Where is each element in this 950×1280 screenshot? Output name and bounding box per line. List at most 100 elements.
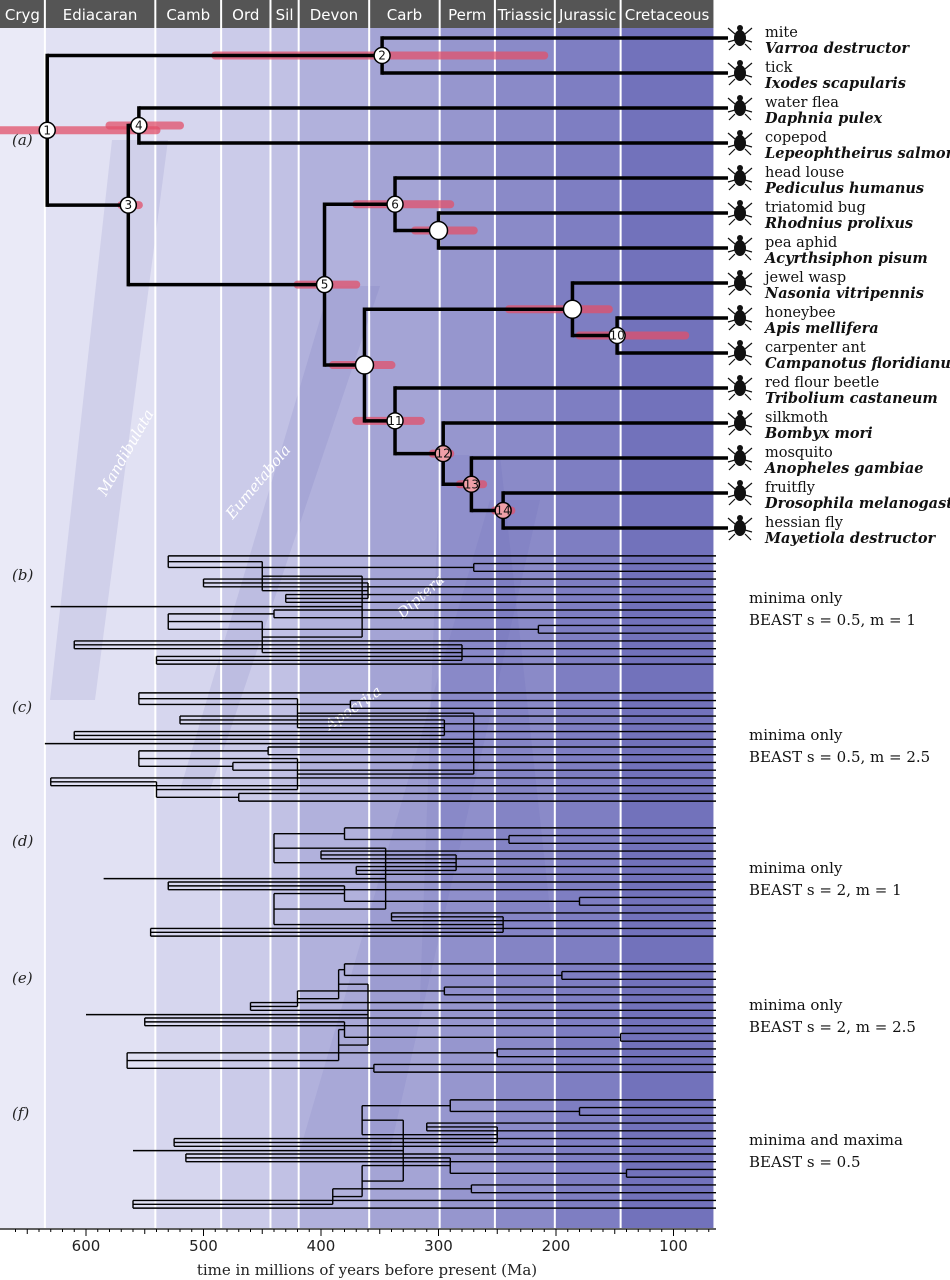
period-cell [221, 0, 271, 28]
period-bands [0, 28, 714, 1228]
axis-tick-label: 100 [659, 1237, 688, 1255]
tree-node [562, 299, 583, 319]
taxon-silhouette-icon [727, 200, 753, 226]
period-band [0, 28, 45, 1228]
axis-tick-label: 200 [542, 1237, 571, 1255]
period-header: Cryg Ediacaran Camb Ord Sil Devon Carb Perm Tria… [0, 0, 714, 28]
taxon-common-name: mite [765, 25, 798, 41]
period-cell [439, 0, 495, 28]
tree-node [428, 220, 449, 241]
taxon-common-name: copepod [765, 130, 827, 146]
period-label: Ediacaran [63, 6, 138, 24]
panel-letter: (f) [12, 1104, 29, 1122]
period-label: Cryg [5, 6, 40, 24]
node-number: 12 [436, 447, 451, 461]
period-cell [298, 0, 370, 28]
period-band [620, 28, 714, 1228]
panel-letter: (c) [12, 698, 32, 716]
taxon-species-name: Tribolium castaneum [765, 390, 938, 407]
period-cell [155, 0, 222, 28]
panel-caption-line1: minima only [749, 726, 843, 744]
period-cell [494, 0, 555, 28]
taxon-silhouette-icon [727, 305, 753, 331]
taxon-species-name: Campanotus floridianus [765, 355, 950, 372]
tree-node [373, 46, 391, 65]
node-number: 10 [609, 329, 624, 343]
taxon-silhouette-icon [727, 515, 753, 541]
panel-caption-line2: BEAST s = 2, m = 1 [749, 881, 902, 899]
tree-node [354, 355, 375, 375]
taxon-silhouette-icon [727, 25, 753, 51]
taxon-common-name: carpenter ant [765, 340, 866, 356]
node-number: 13 [464, 477, 479, 491]
period-cell [44, 0, 156, 28]
taxon-common-name: mosquito [765, 445, 833, 461]
taxon-species-name: Acyrthsiphon pisum [763, 250, 928, 267]
taxon-species-name: Bombyx mori [764, 425, 873, 442]
period-label: Camb [166, 6, 210, 24]
taxon-common-name: water flea [765, 95, 839, 111]
axis-tick-label: 500 [189, 1237, 218, 1255]
period-band [44, 28, 156, 1228]
tree-node [315, 275, 334, 294]
node-number: 11 [387, 414, 402, 428]
clade-wedge [50, 140, 168, 700]
axis-tick-label: 400 [307, 1237, 336, 1255]
taxon-silhouette-icon [727, 165, 753, 191]
period-band [270, 28, 299, 1228]
taxon-silhouette-icon [727, 235, 753, 261]
panel-caption-line2: BEAST s = 0.5, m = 1 [749, 611, 916, 629]
axis-tick-label: 300 [424, 1237, 453, 1255]
period-label: Triassic [497, 6, 553, 24]
taxon-common-name: head louse [765, 165, 844, 181]
node-number: 6 [391, 197, 399, 211]
period-label: Jurassic [558, 6, 616, 24]
taxon-species-name: Anopheles gambiae [763, 460, 923, 477]
period-cell [620, 0, 714, 28]
panel-letter: (e) [12, 969, 33, 987]
panel-caption-line1: minima and maxima [749, 1131, 903, 1149]
node-number: 14 [495, 504, 510, 518]
clade-wedge [300, 500, 540, 1150]
clade-wedge [420, 455, 560, 1000]
tree-node [386, 412, 404, 430]
taxon-common-name: triatomid bug [765, 200, 866, 216]
taxon-species-name: Apis mellifera [763, 320, 879, 337]
period-gridlines [43, 28, 622, 1228]
panel-labels: (a) (b) minima only BEAST s = 0.5, m = 1 (c)… [12, 131, 930, 1171]
period-label: Carb [387, 6, 422, 24]
taxon-silhouette-icon [727, 60, 753, 86]
period-band [554, 28, 621, 1228]
period-label: Ord [232, 6, 259, 24]
taxon-common-name: red flour beetle [765, 375, 879, 391]
period-label: Perm [448, 6, 486, 24]
period-label: Cretaceous [625, 6, 710, 24]
axis-title: time in millions of years before present… [197, 1261, 537, 1279]
taxon-common-name: jewel wasp [763, 270, 846, 286]
taxon-species-name: Daphnia pulex [764, 110, 883, 127]
panel-caption-line2: BEAST s = 2, m = 2.5 [749, 1018, 916, 1036]
taxon-species-name: Pediculus humanus [764, 180, 924, 197]
taxon-silhouette-icon [727, 340, 753, 366]
period-band [494, 28, 555, 1228]
taxon-common-name: pea aphid [765, 235, 837, 251]
node-number: 1 [43, 123, 51, 137]
tree-node [386, 195, 404, 213]
taxon-common-name: fruitfly [765, 480, 816, 496]
taxon-silhouette-icon [727, 95, 753, 121]
tree-node [462, 475, 481, 493]
taxon-silhouette-icon [727, 375, 753, 401]
tree-node [434, 444, 452, 463]
taxon-icons [727, 25, 753, 541]
taxon-species-name: Mayetiola destructor [764, 530, 937, 547]
taxon-species-name: Nasonia vitripennis [764, 285, 924, 302]
lower-trees [44, 555, 716, 1209]
panel-caption-line1: minima only [749, 859, 843, 877]
period-label: Sil [276, 6, 294, 24]
taxon-silhouette-icon [727, 130, 753, 156]
period-band [298, 28, 370, 1228]
panel-letter: (b) [12, 566, 33, 584]
